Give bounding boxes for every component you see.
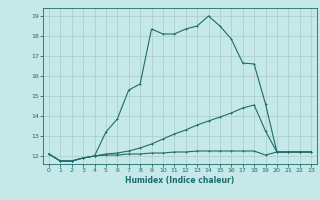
X-axis label: Humidex (Indice chaleur): Humidex (Indice chaleur) [125, 176, 235, 185]
